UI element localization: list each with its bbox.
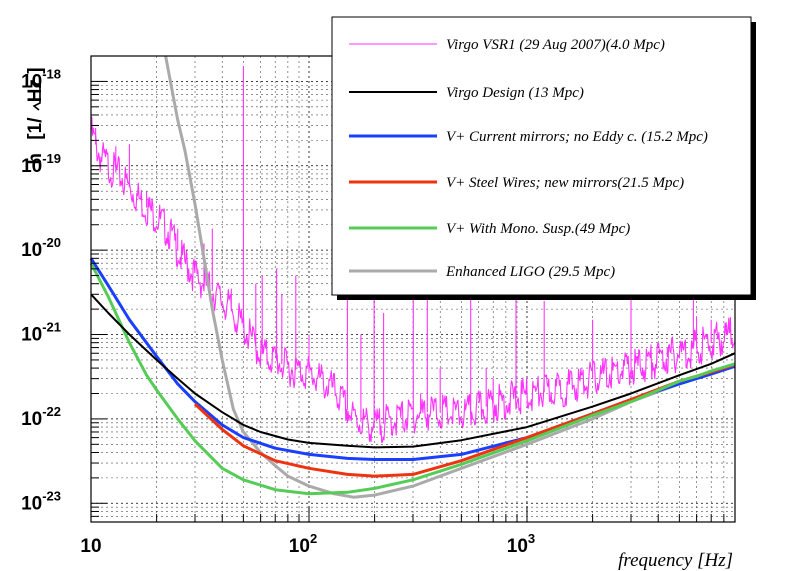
legend-entry: Enhanced LIGO (29.5 Mpc) [349, 264, 615, 280]
x-tick-label: 102 [289, 531, 317, 557]
y-tick-label-base: 10 [21, 240, 42, 261]
y-tick-label: 10-23 [21, 488, 61, 514]
legend-entry: Virgo Design (13 Mpc) [349, 85, 584, 101]
series-line-1 [90, 293, 736, 449]
y-tick-label: 10-22 [21, 404, 61, 430]
legend-label: Enhanced LIGO (29.5 Mpc) [445, 264, 615, 280]
legend-label: V+ Current mirrors; no Eddy c. (15.2 Mpc… [446, 129, 708, 145]
series-layer [89, 55, 736, 499]
y-tick-label-exponent: -22 [42, 404, 61, 419]
y-tick-label-base: 10 [21, 493, 42, 514]
y-axis-title: h [1/ Hz ] [25, 67, 46, 164]
legend-entry: V+ Current mirrors; no Eddy c. (15.2 Mpc… [349, 129, 708, 145]
y-tick-label: 10-21 [21, 320, 61, 346]
legend-label: Virgo Design (13 Mpc) [446, 85, 584, 101]
y-tick-label-base: 10 [21, 156, 42, 177]
svg-text:h [1/ Hz: h [1/ Hz ] [25, 67, 46, 164]
y-axis-title-symbol: h [25, 153, 46, 165]
legend-box [331, 16, 752, 296]
y-tick-label: 10-18 [21, 66, 61, 92]
x-tick-label-exponent: 3 [528, 531, 535, 546]
legend-entries: Virgo VSR1 (29 Aug 2007)(4.0 Mpc) Virgo D… [349, 37, 708, 280]
y-tick-label-exponent: -21 [42, 320, 61, 335]
y-axis-title-unit-open: [1/ [25, 117, 46, 140]
y-tick-label-exponent: -20 [42, 235, 61, 250]
y-tick-label-exponent: -18 [42, 66, 61, 81]
y-tick-label: 10-19 [21, 151, 61, 177]
legend-label: V+ With Mono. Susp.(49 Mpc) [446, 221, 630, 237]
x-tick-label-base: 10 [507, 536, 528, 557]
series-line-0 [90, 66, 736, 443]
legend-entry: V+ With Mono. Susp.(49 Mpc) [349, 221, 630, 237]
x-axis-title: frequency [Hz] [618, 550, 733, 571]
y-tick-label: 10-20 [21, 235, 61, 261]
series-line-4 [89, 262, 736, 496]
y-tick-label-exponent: -23 [42, 488, 61, 503]
y-tick-label-base: 10 [21, 325, 42, 346]
legend-entry: V+ Steel Wires; new mirrors(21.5 Mpc) [349, 175, 684, 191]
legend-label: Virgo VSR1 (29 Aug 2007)(4.0 Mpc) [446, 37, 665, 53]
square-root-symbol [31, 83, 41, 111]
x-tick-label-exponent: 2 [310, 531, 317, 546]
ticks [90, 55, 736, 522]
legend-label: V+ Steel Wires; new mirrors(21.5 Mpc) [446, 175, 684, 191]
x-tick-labels: 10 102 103 [80, 531, 535, 557]
legend: Virgo VSR1 (29 Aug 2007)(4.0 Mpc) Virgo D… [331, 16, 756, 300]
x-tick-label: 103 [507, 531, 535, 557]
y-axis-title-unit-close: ] [25, 67, 46, 73]
y-axis-title-unit-root: Hz [25, 79, 46, 102]
x-tick-label-base: 10 [80, 536, 101, 557]
y-tick-label-exponent: -19 [42, 151, 61, 166]
y-tick-label-base: 10 [21, 409, 42, 430]
legend-entry: Virgo VSR1 (29 Aug 2007)(4.0 Mpc) [349, 37, 665, 53]
x-tick-label: 10 [80, 536, 101, 557]
series-line-5 [164, 55, 680, 499]
x-tick-label-base: 10 [289, 536, 310, 557]
y-tick-label-base: 10 [21, 71, 42, 92]
